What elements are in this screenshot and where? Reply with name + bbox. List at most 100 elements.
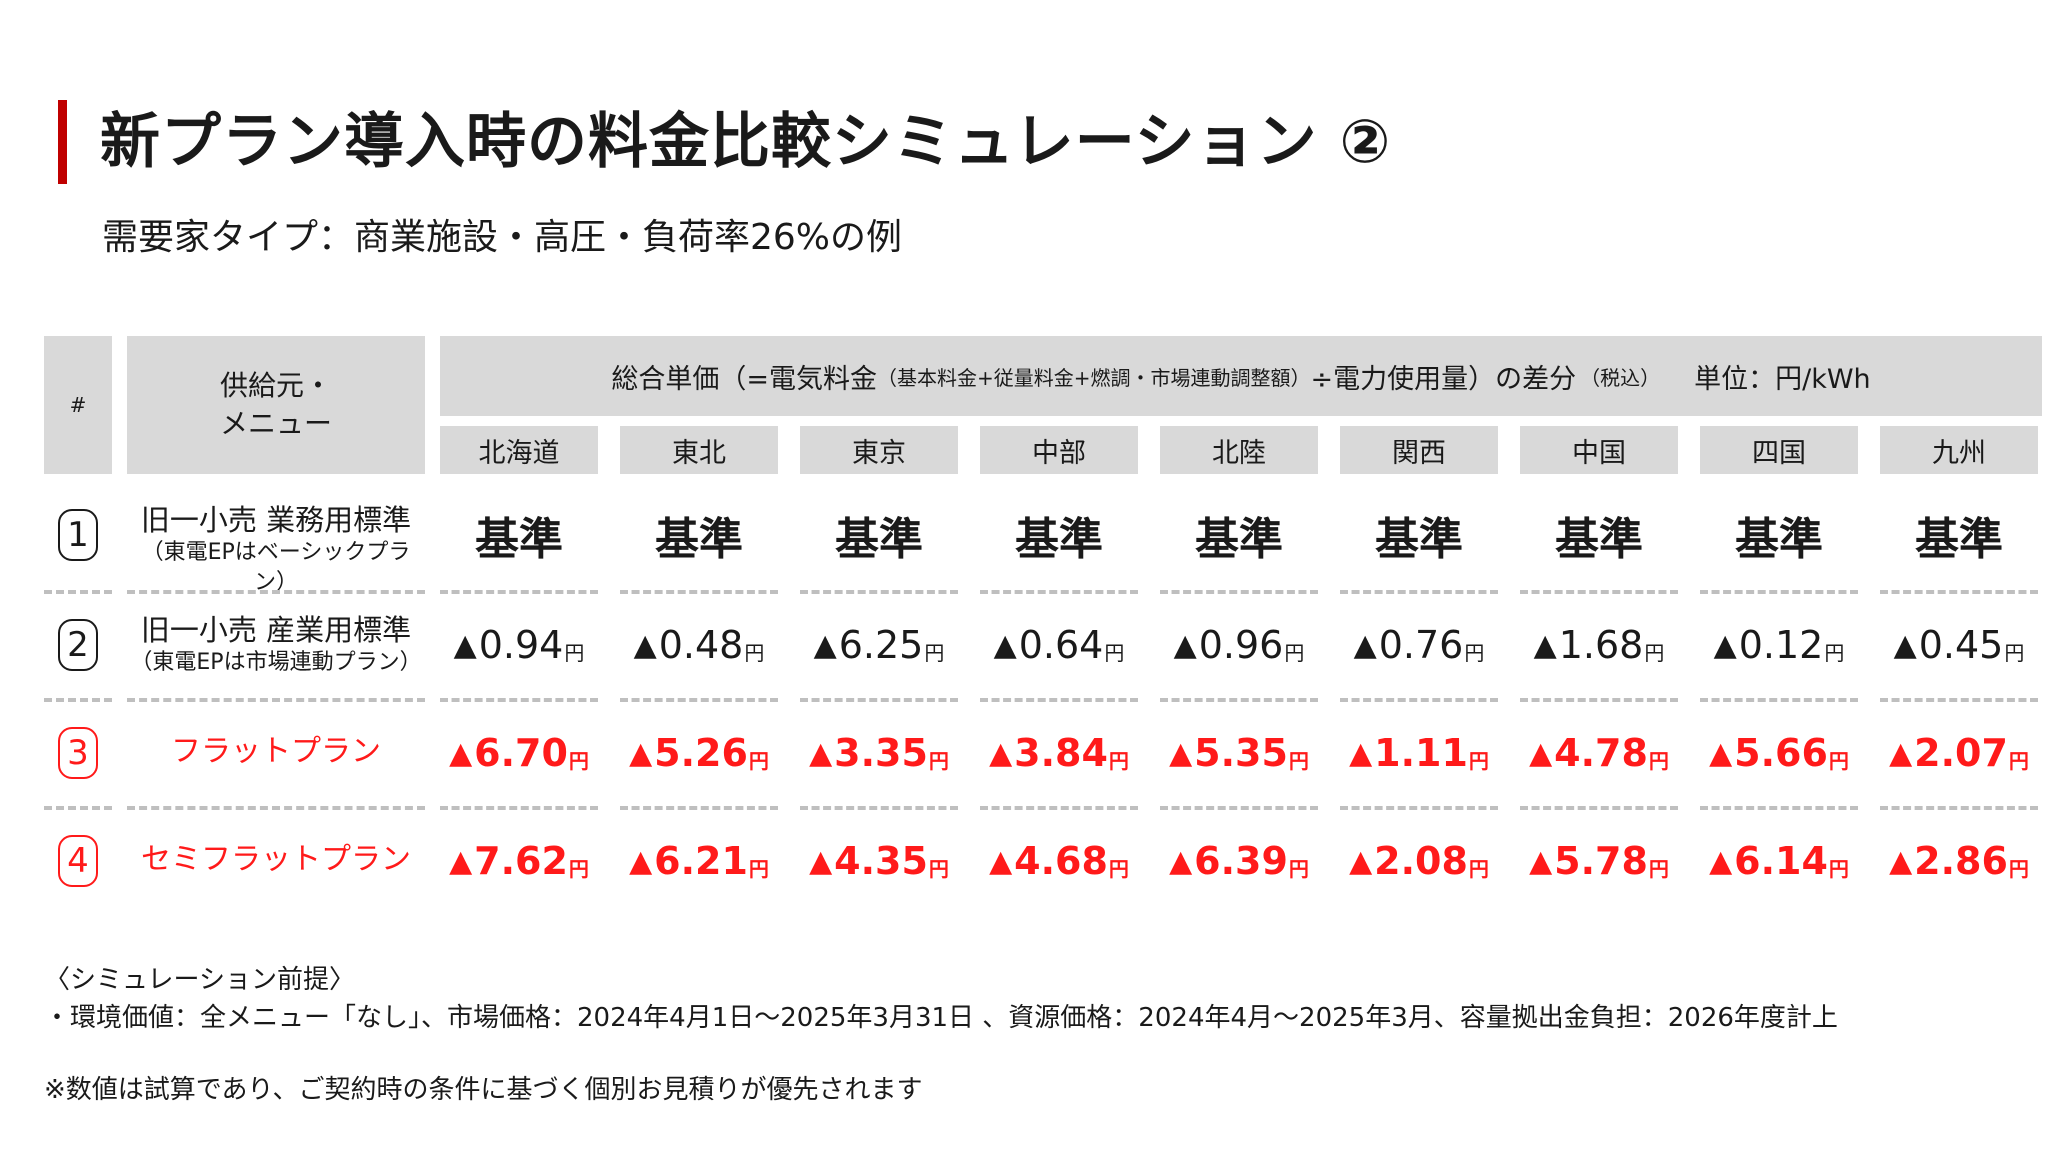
price-diff-cell: ▲ 1.11 円 xyxy=(1340,718,1498,788)
row-divider xyxy=(127,806,425,810)
decrease-triangle-icon: ▲ xyxy=(989,735,1013,771)
decrease-triangle-icon: ▲ xyxy=(1169,735,1193,771)
unit-label: 円 xyxy=(1288,749,1309,773)
row-divider xyxy=(44,590,112,594)
row-divider xyxy=(44,806,112,810)
diff-value: 0.94 xyxy=(478,623,564,667)
unit-label: 円 xyxy=(928,857,949,881)
price-diff-cell: ▲ 5.35 円 xyxy=(1160,718,1318,788)
diff-value: 3.35 xyxy=(834,731,928,775)
decrease-triangle-icon: ▲ xyxy=(1533,627,1557,663)
price-diff-cell: ▲ 4.35 円 xyxy=(800,826,958,896)
row-divider xyxy=(440,806,598,810)
diff-value: 5.35 xyxy=(1194,731,1288,775)
row-divider xyxy=(620,590,778,594)
diff-value: 0.12 xyxy=(1738,623,1824,667)
diff-value: 0.48 xyxy=(658,623,744,667)
row-divider xyxy=(1340,698,1498,702)
decrease-triangle-icon: ▲ xyxy=(809,735,833,771)
row-divider xyxy=(1160,806,1318,810)
menu-column-header: 供給元・ メニュー xyxy=(127,336,425,474)
diff-value: 0.96 xyxy=(1198,623,1284,667)
region-header: 四国 xyxy=(1700,426,1858,474)
num-column-header: # xyxy=(44,336,112,474)
row-divider xyxy=(1700,698,1858,702)
unit-label: 円 xyxy=(1108,857,1129,881)
decrease-triangle-icon: ▲ xyxy=(1529,843,1553,879)
decrease-triangle-icon: ▲ xyxy=(1349,735,1373,771)
row-number-badge: 1 xyxy=(58,509,98,561)
row-divider xyxy=(980,806,1138,810)
unit-label: 円 xyxy=(1104,641,1125,665)
price-diff-cell: ▲ 0.64 円 xyxy=(980,610,1138,680)
unit-label: 円 xyxy=(1824,641,1845,665)
menu-name-sub: （東電EPは市場連動プラン） xyxy=(130,650,422,675)
row-divider xyxy=(1520,698,1678,702)
row-divider xyxy=(127,698,425,702)
row-divider xyxy=(1160,698,1318,702)
decrease-triangle-icon: ▲ xyxy=(989,843,1013,879)
row-menu-name: フラットプラン xyxy=(127,734,425,770)
row-number-badge: 3 xyxy=(58,727,98,779)
region-header: 中部 xyxy=(980,426,1138,474)
row-divider xyxy=(1340,590,1498,594)
price-diff-cell: ▲ 2.86 円 xyxy=(1880,826,2038,896)
region-header: 北海道 xyxy=(440,426,598,474)
row-number-badge: 4 xyxy=(58,835,98,887)
diff-value: 2.08 xyxy=(1374,839,1468,883)
main-header-b: （基本料金+従量料金+燃調・市場連動調整額） xyxy=(876,365,1311,390)
row-divider xyxy=(800,590,958,594)
row-divider xyxy=(620,806,778,810)
diff-value: 5.26 xyxy=(654,731,748,775)
diff-value: 4.68 xyxy=(1014,839,1108,883)
price-diff-cell: ▲ 6.14 円 xyxy=(1700,826,1858,896)
title-accent-bar xyxy=(58,100,67,184)
price-diff-cell: ▲ 5.26 円 xyxy=(620,718,778,788)
price-diff-cell: ▲ 6.21 円 xyxy=(620,826,778,896)
row-divider xyxy=(800,698,958,702)
decrease-triangle-icon: ▲ xyxy=(449,735,473,771)
price-diff-cell: 基準 xyxy=(1015,514,1103,565)
price-diff-cell: ▲ 2.08 円 xyxy=(1340,826,1498,896)
row-divider xyxy=(127,590,425,594)
unit-label: 円 xyxy=(1648,857,1669,881)
decrease-triangle-icon: ▲ xyxy=(1709,735,1733,771)
price-diff-cell: 基準 xyxy=(835,514,923,565)
decrease-triangle-icon: ▲ xyxy=(449,843,473,879)
row-divider xyxy=(44,698,112,702)
unit-label: 円 xyxy=(2008,749,2029,773)
unit-label: 円 xyxy=(1648,749,1669,773)
menu-header-line2: メニュー xyxy=(219,407,332,440)
region-header: 中国 xyxy=(1520,426,1678,474)
decrease-triangle-icon: ▲ xyxy=(453,627,477,663)
row-divider xyxy=(440,698,598,702)
menu-name-sub: （東電EPはベーシックプラン） xyxy=(141,540,411,595)
premise-line: ・環境価値：全メニュー「なし」、市場価格：2024年4月1日～2025年3月31… xyxy=(44,1003,1838,1033)
page-title: 新プラン導入時の料金比較シミュレーション ② xyxy=(100,107,1392,177)
unit-label: 円 xyxy=(1468,749,1489,773)
decrease-triangle-icon: ▲ xyxy=(1893,627,1917,663)
diff-value: 1.11 xyxy=(1374,731,1468,775)
unit-label: 円 xyxy=(1464,641,1485,665)
price-diff-cell: 基準 xyxy=(1555,514,1643,565)
price-diff-cell: ▲ 4.68 円 xyxy=(980,826,1138,896)
diff-value: 6.25 xyxy=(838,623,924,667)
disclaimer: ※数値は試算であり、ご契約時の条件に基づく個別お見積りが優先されます xyxy=(44,1075,923,1105)
price-diff-cell: ▲ 5.78 円 xyxy=(1520,826,1678,896)
price-diff-cell: 基準 xyxy=(1195,514,1283,565)
menu-header-line1: 供給元・ xyxy=(219,369,332,402)
row-divider xyxy=(1520,806,1678,810)
diff-value: 5.66 xyxy=(1734,731,1828,775)
page-subtitle: 需要家タイプ：商業施設・高圧・負荷率26%の例 xyxy=(102,217,903,258)
menu-name-main: 旧一小売 業務用標準 xyxy=(140,503,412,537)
row-divider xyxy=(1880,698,2038,702)
main-header-c: ÷電力使用量）の差分 xyxy=(1310,363,1577,395)
unit-label: 円 xyxy=(928,749,949,773)
unit-label: 円 xyxy=(1108,749,1129,773)
price-diff-cell: ▲ 7.62 円 xyxy=(440,826,598,896)
price-diff-cell: ▲ 3.35 円 xyxy=(800,718,958,788)
unit-label: 円 xyxy=(2004,641,2025,665)
row-divider xyxy=(1700,806,1858,810)
diff-value: 3.84 xyxy=(1014,731,1108,775)
diff-value: 0.45 xyxy=(1918,623,2004,667)
